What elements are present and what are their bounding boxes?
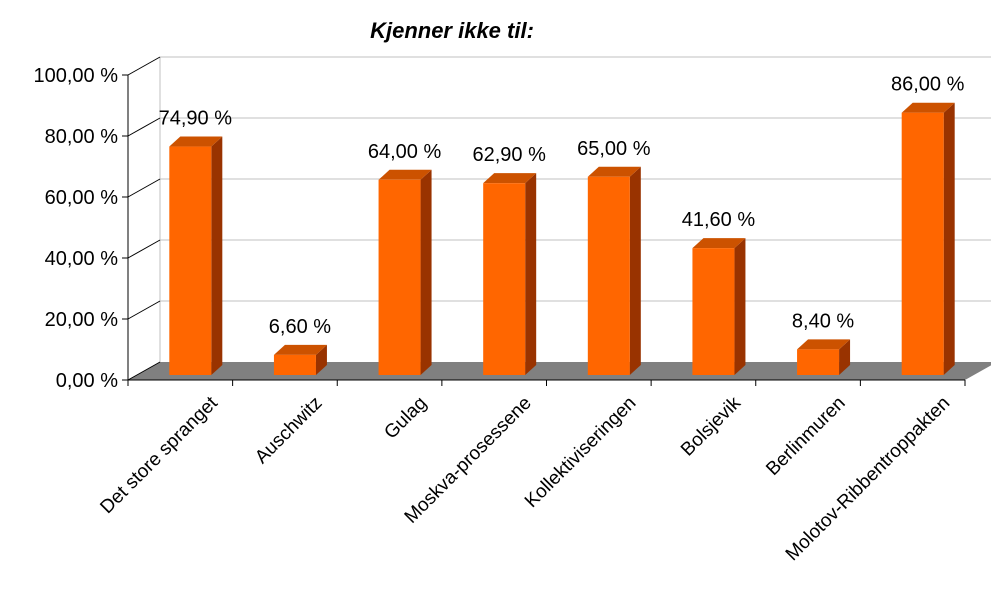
y-tick-label: 80,00 % <box>45 126 119 148</box>
data-label: 64,00 % <box>368 141 442 163</box>
data-label: 65,00 % <box>577 138 651 160</box>
bar-front <box>169 146 212 375</box>
y-tick-label: 0,00 % <box>56 370 118 392</box>
x-tick-label: Berlinmuren <box>762 393 849 480</box>
bar <box>901 102 955 375</box>
bar-top <box>169 136 223 147</box>
bar <box>273 344 327 375</box>
bar-top <box>797 339 851 350</box>
bar-side <box>525 173 537 375</box>
x-tick-label: Auschwitz <box>251 393 326 468</box>
bar-front <box>692 248 735 375</box>
y-tick-label: 60,00 % <box>45 187 119 209</box>
y-tick-connector <box>127 117 161 137</box>
bar-front <box>797 349 840 375</box>
y-tick-connector <box>127 239 161 259</box>
bar-front <box>273 354 316 375</box>
y-tick-connector <box>127 56 161 76</box>
bars <box>169 102 955 375</box>
bar-top <box>378 169 432 180</box>
data-label: 86,00 % <box>891 74 965 96</box>
data-label: 74,90 % <box>159 108 233 130</box>
chart-floor <box>128 362 991 380</box>
y-tick-label: 100,00 % <box>33 65 118 87</box>
bar-front <box>378 179 421 375</box>
axes <box>122 56 966 386</box>
bar-side <box>211 136 223 375</box>
bar <box>797 339 851 375</box>
bar-top <box>692 238 746 249</box>
bar-top <box>587 166 641 177</box>
x-tick-label: Kollektiviseringen <box>521 393 640 512</box>
bar-top <box>273 344 327 355</box>
y-tick-label: 20,00 % <box>45 309 119 331</box>
data-label: 8,40 % <box>792 310 854 332</box>
bar <box>378 169 432 375</box>
bar-side <box>839 339 851 375</box>
y-tick-connector <box>127 300 161 320</box>
y-tick-labels: 0,00 % 20,00 % 40,00 % 60,00 % 80,00 % 100,00… <box>33 65 118 392</box>
bar <box>169 136 223 375</box>
bar-top <box>901 102 955 113</box>
bar-side <box>734 238 746 375</box>
data-label: 62,90 % <box>472 144 546 166</box>
bar-top <box>483 173 537 184</box>
bar-side <box>629 166 641 375</box>
data-label: 41,60 % <box>682 209 756 231</box>
bar <box>587 166 641 375</box>
y-tick-connector <box>127 178 161 198</box>
bar-side <box>315 344 327 375</box>
bar-side <box>943 102 955 375</box>
bar <box>483 173 537 375</box>
x-tick-label: Gulag <box>380 393 431 444</box>
x-tick-label: Bolsjevik <box>677 392 745 460</box>
y-tick-connector <box>127 361 161 381</box>
y-tick-label: 40,00 % <box>45 248 119 270</box>
bar-side <box>420 169 432 375</box>
bar-front <box>901 112 944 375</box>
x-tick-labels: Det store spranget Auschwitz GulagMoskva-p… <box>96 392 954 565</box>
bar <box>692 238 746 375</box>
gridlines <box>159 56 991 362</box>
chart-title: Kjenner ikke til: <box>370 18 534 43</box>
data-labels: 74,90 % 6,60 % 64,00 % 62,90 % 65,00 % 41,60 … <box>159 74 965 338</box>
bar-front <box>483 183 526 375</box>
x-tick-label: Det store spranget <box>96 392 222 518</box>
data-label: 6,60 % <box>269 316 331 338</box>
bar-front <box>587 176 630 375</box>
floor-plane <box>128 362 991 380</box>
